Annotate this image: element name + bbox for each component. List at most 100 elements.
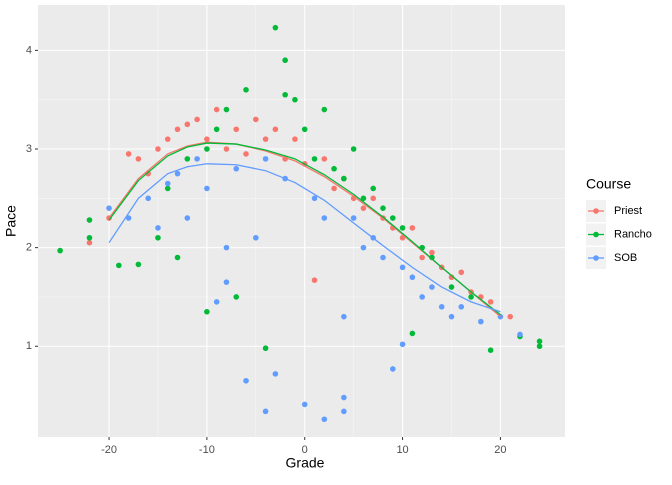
point xyxy=(321,106,328,113)
point xyxy=(331,185,337,192)
x-tick-label: 10 xyxy=(396,444,408,456)
point xyxy=(301,126,308,133)
point xyxy=(350,146,357,152)
point xyxy=(311,156,318,162)
point xyxy=(321,156,328,162)
point xyxy=(507,313,514,320)
point xyxy=(301,401,308,408)
point xyxy=(194,116,200,123)
y-tick-label: 3 xyxy=(26,143,32,155)
legend-label: Rancho xyxy=(614,228,652,240)
point xyxy=(233,294,240,300)
point xyxy=(468,294,474,300)
point xyxy=(174,126,181,133)
point xyxy=(292,136,298,142)
point xyxy=(536,338,543,345)
point xyxy=(223,279,230,285)
point xyxy=(272,126,279,133)
point xyxy=(429,254,435,261)
point xyxy=(86,234,93,241)
point xyxy=(164,185,171,192)
point xyxy=(155,225,161,231)
point xyxy=(458,304,465,310)
point xyxy=(370,185,377,192)
point xyxy=(135,156,142,162)
point xyxy=(360,244,367,251)
point xyxy=(243,151,249,157)
point xyxy=(517,331,523,338)
point xyxy=(341,408,347,415)
point xyxy=(341,313,347,320)
point xyxy=(370,195,377,202)
point xyxy=(487,347,494,354)
y-axis-title: Pace xyxy=(3,205,19,237)
point xyxy=(243,377,249,384)
y-tick-label: 2 xyxy=(26,242,32,254)
x-tick-label: -20 xyxy=(101,444,117,456)
point xyxy=(350,215,357,221)
point xyxy=(399,225,406,231)
point xyxy=(145,195,151,202)
point xyxy=(282,57,288,64)
point xyxy=(448,284,455,290)
point xyxy=(360,195,367,202)
point xyxy=(311,195,318,202)
point xyxy=(262,136,269,142)
point xyxy=(487,299,494,305)
point xyxy=(184,215,191,221)
point xyxy=(262,345,269,352)
point xyxy=(106,205,112,211)
point xyxy=(360,205,367,211)
point xyxy=(272,371,279,377)
point xyxy=(380,205,386,211)
point xyxy=(233,126,240,133)
point xyxy=(409,274,416,281)
point xyxy=(536,343,543,350)
point xyxy=(399,264,406,271)
point xyxy=(164,136,171,142)
legend-label: SOB xyxy=(614,252,637,264)
legend-point xyxy=(593,255,599,261)
legend-title: Course xyxy=(586,176,631,192)
point xyxy=(174,170,181,177)
point xyxy=(125,151,132,157)
point xyxy=(125,215,132,221)
point xyxy=(204,146,210,152)
point xyxy=(135,261,142,268)
point xyxy=(253,234,259,241)
x-tick-label: 0 xyxy=(302,444,308,456)
legend-point xyxy=(593,231,599,238)
point xyxy=(204,185,210,192)
y-tick-label: 1 xyxy=(26,340,32,352)
point xyxy=(380,254,386,261)
point xyxy=(223,146,230,152)
point xyxy=(223,244,230,251)
point xyxy=(272,24,279,31)
point xyxy=(243,87,249,93)
point xyxy=(341,175,347,182)
point xyxy=(399,341,406,348)
point xyxy=(389,215,396,221)
point xyxy=(292,96,298,103)
x-tick-label: 20 xyxy=(494,444,506,456)
point xyxy=(155,146,161,152)
point xyxy=(253,116,259,123)
point xyxy=(389,366,396,372)
point xyxy=(194,156,200,162)
point xyxy=(164,180,171,187)
point xyxy=(311,277,318,283)
point xyxy=(155,234,161,241)
point xyxy=(429,284,435,290)
point xyxy=(262,156,269,162)
point xyxy=(458,269,465,276)
point xyxy=(419,254,425,261)
point xyxy=(321,416,328,423)
point xyxy=(213,106,220,113)
point xyxy=(213,299,220,305)
panel xyxy=(38,5,565,437)
point xyxy=(282,91,288,98)
point xyxy=(184,121,191,128)
smooth-line xyxy=(108,163,501,313)
point xyxy=(448,274,455,281)
